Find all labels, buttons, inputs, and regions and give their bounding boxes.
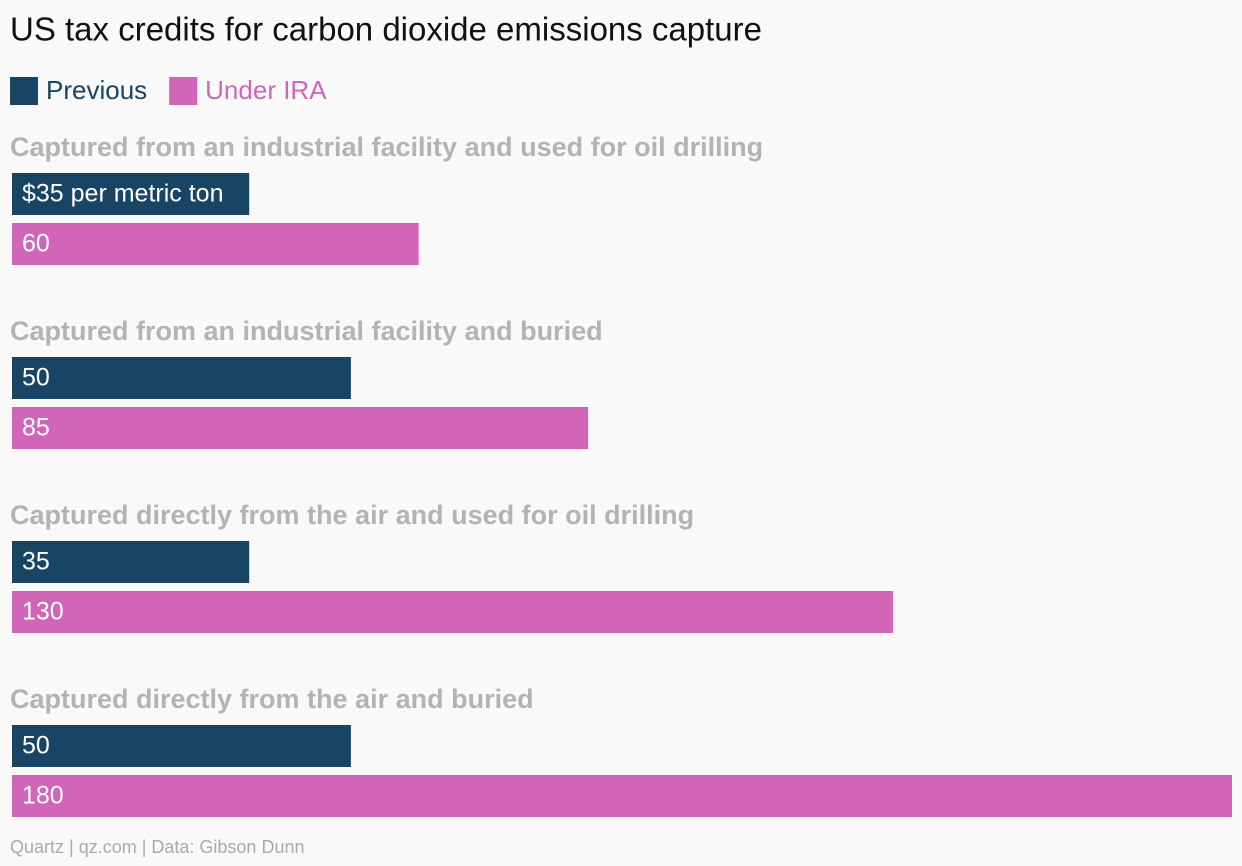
source: Quartz | qz.com | Data: Gibson Dunn — [10, 837, 304, 857]
category-label: Captured directly from the air and burie… — [10, 684, 534, 714]
legend-label: Previous — [46, 75, 147, 105]
category-label: Captured directly from the air and used … — [10, 500, 694, 530]
value-label: 50 — [22, 732, 50, 760]
bar — [12, 591, 894, 633]
legend-swatch — [10, 77, 38, 105]
category-label: Captured from an industrial facility and… — [10, 316, 603, 346]
bar — [12, 223, 419, 265]
chart-title: US tax credits for carbon dioxide emissi… — [10, 11, 762, 48]
value-label: 85 — [22, 414, 50, 442]
bar — [12, 407, 589, 449]
legend-swatch — [169, 77, 198, 105]
legend-label: Under IRA — [205, 75, 327, 105]
bar — [12, 541, 250, 583]
value-label: $35 per metric ton — [22, 180, 224, 208]
value-label: 35 — [22, 548, 50, 576]
value-label: 180 — [22, 782, 64, 810]
bar — [12, 357, 351, 399]
value-label: 60 — [22, 230, 50, 258]
bar — [12, 725, 351, 767]
category-label: Captured from an industrial facility and… — [10, 132, 763, 162]
value-label: 50 — [22, 364, 50, 392]
value-label: 130 — [22, 598, 64, 626]
bar — [12, 775, 1232, 817]
bar — [12, 173, 250, 215]
